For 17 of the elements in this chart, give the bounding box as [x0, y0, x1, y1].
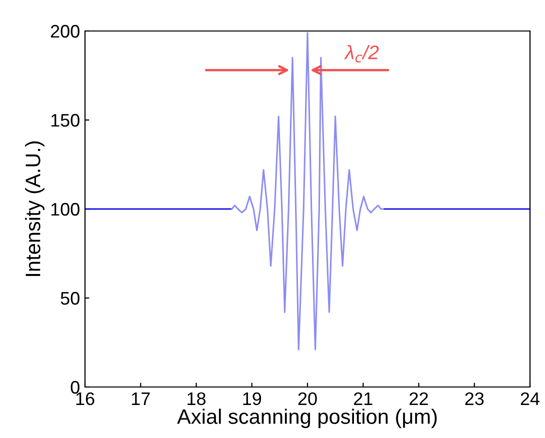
- x-tick-label: 21: [354, 392, 372, 405]
- x-tick-label: 18: [188, 392, 206, 406]
- x-tick-label: 20: [298, 392, 317, 406]
- x-tick-label: 23: [465, 392, 484, 406]
- y-axis-title: Intensity (A.U.): [25, 141, 44, 276]
- y-tick-label: 50: [60, 292, 80, 305]
- y-tick-label: 0: [70, 380, 80, 394]
- x-tick-label: 16: [76, 392, 94, 406]
- y-tick-label: 150: [51, 114, 80, 127]
- x-tick-label: 19: [243, 392, 262, 406]
- y-tick-label: 200: [50, 24, 80, 38]
- annotation: λ$_{c}$/2: [344, 44, 379, 62]
- x-tick-label: 22: [410, 392, 428, 405]
- x-tick-label: 17: [132, 392, 150, 405]
- x-axis-title: Axial scanning position (μm): [177, 408, 437, 428]
- y-tick-label: 100: [51, 202, 80, 216]
- x-tick-label: 24: [520, 392, 540, 405]
